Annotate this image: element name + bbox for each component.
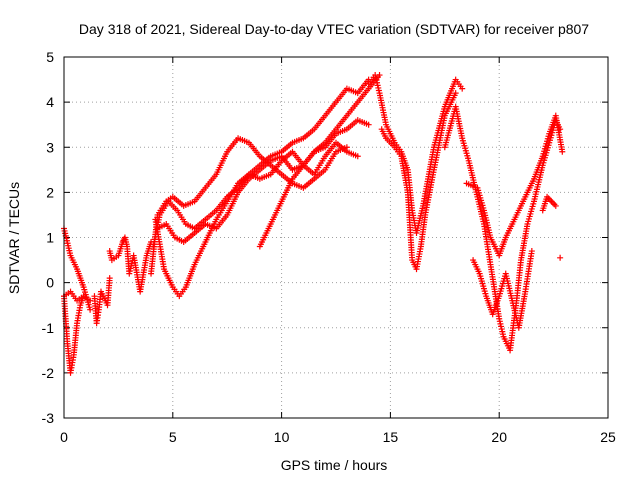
data-point-track-k — [459, 85, 466, 92]
data-point-track-n — [559, 148, 566, 155]
chart-title: Day 318 of 2021, Sidereal Day-to-day VTE… — [79, 21, 589, 37]
y-tick-label: 5 — [46, 49, 54, 65]
plot-frame — [63, 56, 609, 419]
x-tick-label: 20 — [491, 429, 507, 445]
x-tick-label: 0 — [60, 429, 68, 445]
y-tick-label: -2 — [42, 365, 55, 381]
y-tick-label: -3 — [42, 410, 55, 426]
y-tick-label: 0 — [46, 275, 54, 291]
y-axis-label: SDTVAR / TECUs — [6, 182, 22, 294]
y-tick-label: 3 — [46, 139, 54, 155]
y-tick-label: 4 — [46, 94, 54, 110]
x-tick-label: 5 — [169, 429, 177, 445]
x-tick-label: 15 — [383, 429, 399, 445]
data-point-track-h — [354, 153, 361, 160]
data-point-track-i — [365, 121, 372, 128]
data-point-track-l — [452, 90, 459, 97]
data-point-track-p — [552, 202, 559, 209]
data-point-track-a — [87, 306, 94, 313]
x-axis-label: GPS time / hours — [281, 457, 388, 473]
data-point-track-d — [106, 275, 113, 282]
y-tick-label: 2 — [46, 184, 54, 200]
data-points — [61, 72, 566, 376]
x-tick-label: 25 — [600, 429, 616, 445]
data-point-track-o — [528, 248, 535, 255]
y-tick-label: -1 — [42, 320, 55, 336]
y-tick-label: 1 — [46, 230, 54, 246]
x-tick-label: 10 — [274, 429, 290, 445]
data-point-track-q — [557, 254, 564, 261]
